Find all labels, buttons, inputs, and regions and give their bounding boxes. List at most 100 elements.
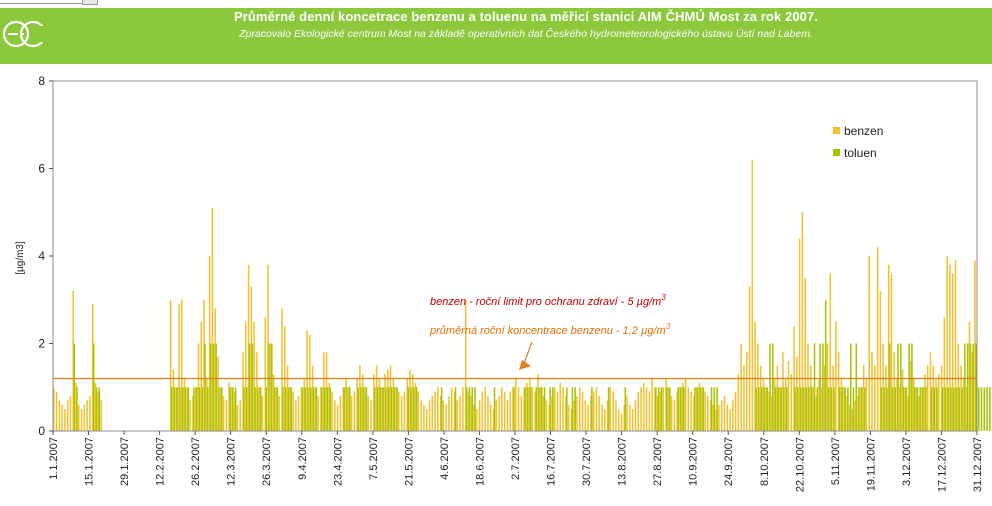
benzen-bar [373, 374, 375, 432]
benzen-bar [782, 352, 784, 431]
benzen-bar [342, 387, 344, 431]
toluen-bar [669, 387, 671, 431]
sheet-tab[interactable] [82, 0, 98, 5]
toluen-bar [805, 387, 807, 431]
toluen-bar [696, 387, 699, 431]
benzen-bar [556, 391, 559, 432]
benzen-bar [400, 396, 403, 431]
benzen-bar [832, 365, 834, 432]
benzen-bar [297, 396, 300, 431]
toluen-bar [797, 387, 799, 431]
legend-label-benzen: benzen [844, 124, 883, 138]
benzen-bar [709, 400, 712, 432]
benzen-bar [492, 409, 495, 432]
toluen-bar [170, 387, 173, 431]
toluen-bar [538, 387, 540, 431]
x-tick-label: 13.8.2007 [617, 437, 629, 486]
toluen-bar [783, 387, 785, 431]
benzen-bar [865, 378, 868, 431]
benzen-bar [431, 396, 434, 431]
toluen-bar [972, 343, 974, 431]
toluen-bar [307, 387, 309, 431]
benzen-bar [245, 321, 247, 432]
benzen-bar [72, 291, 75, 431]
x-tick-label: 7.5.2007 [368, 437, 380, 480]
benzen-bar [698, 382, 701, 432]
benzen-bar [172, 369, 175, 431]
benzen-bar [879, 291, 882, 431]
x-tick-label: 5.11.2007 [830, 437, 842, 485]
benzen-bar [169, 299, 172, 431]
x-tick-label: 29.1.2007 [119, 437, 131, 486]
benzen-bar [239, 400, 241, 432]
x-tick-label: 24.9.2007 [723, 437, 735, 486]
toluen-bar [527, 387, 529, 431]
benzen-bar [573, 400, 575, 432]
toluen-bar [941, 387, 944, 431]
toluen-bar [966, 343, 969, 431]
toluen-bar [193, 387, 195, 431]
toluen-bar [977, 387, 980, 431]
benzen-bar [398, 391, 400, 432]
toluen-bar [933, 387, 935, 431]
y-tick-label: 6 [38, 162, 45, 176]
benzen-bar [428, 400, 431, 432]
benzen-bar [459, 396, 461, 431]
benzen-bar [409, 369, 411, 431]
toluen-bar [922, 387, 924, 431]
y-tick-label: 2 [38, 337, 45, 351]
benzen-bar [306, 330, 308, 432]
benzen-bar [812, 387, 815, 431]
benzen-bar [467, 391, 470, 432]
benzen-bar [247, 264, 250, 431]
benzen-bar [295, 400, 297, 432]
toluen-bar [794, 387, 796, 431]
ec-logo-icon [2, 20, 50, 48]
benzen-bar [495, 400, 498, 432]
toluen-bar [772, 343, 774, 431]
benzen-bar [918, 396, 921, 431]
toluen-bar [374, 387, 376, 431]
toluen-bar [549, 387, 551, 431]
toluen-bar [182, 387, 184, 431]
benzen-bar [765, 387, 768, 431]
benzen-bar [748, 286, 751, 432]
benzen-bar [868, 256, 870, 431]
toluen-bar [810, 387, 813, 431]
benzen-bar [974, 260, 976, 432]
benzen-bar [61, 404, 63, 431]
benzen-bar [726, 404, 729, 431]
benzen-bar [729, 409, 731, 432]
toluen-bar [980, 387, 983, 431]
benzen-bar [656, 396, 659, 431]
benzen-bar [386, 369, 389, 431]
x-tick-label: 27.8.2007 [652, 437, 664, 486]
benzen-bar [715, 409, 717, 432]
toluen-bar [802, 387, 805, 431]
benzen-bar [843, 387, 845, 431]
benzen-bar [425, 409, 428, 432]
toluen-bar [257, 387, 259, 431]
benzen-bar [551, 396, 553, 431]
toluen-bar [218, 387, 220, 431]
x-tick-label: 12.2.2007 [155, 437, 167, 486]
benzen-bar [548, 404, 550, 431]
benzen-bar [464, 299, 467, 431]
benzen-bar [478, 400, 481, 432]
benzen-bar [679, 387, 681, 431]
benzen-bar [890, 273, 893, 431]
benzen-bar [634, 400, 637, 432]
x-tick-label: 4.6.2007 [439, 437, 451, 480]
benzen-bar [837, 352, 840, 431]
benzen-bar [896, 378, 898, 431]
benzen-bar [924, 374, 926, 432]
toluen-bar [755, 387, 757, 431]
benzen-bar [228, 382, 230, 432]
toluen-bar [243, 387, 245, 431]
benzen-bar [907, 396, 909, 431]
toluen-bar [179, 387, 181, 431]
toluen-bar [660, 387, 663, 431]
toluen-bar [841, 387, 844, 431]
benzen-bar [606, 400, 609, 432]
toluen-bar [176, 387, 178, 431]
